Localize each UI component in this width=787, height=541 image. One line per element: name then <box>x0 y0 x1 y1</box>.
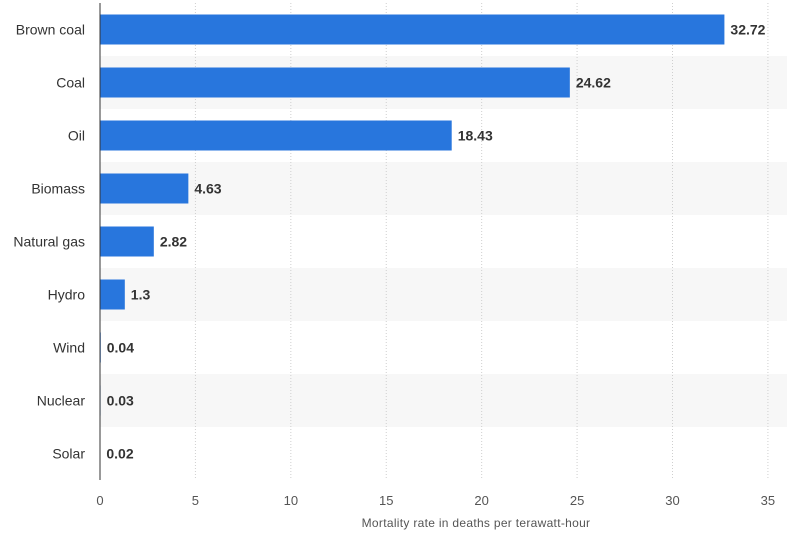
row-band <box>100 162 787 215</box>
bar <box>100 67 570 98</box>
value-label: 0.03 <box>107 393 134 409</box>
row-bands <box>100 56 787 427</box>
category-label: Hydro <box>48 287 86 303</box>
x-tick-label: 30 <box>665 493 679 508</box>
value-labels: 32.72 24.62 18.43 4.63 2.82 1.3 0.04 0.03 0.02 <box>106 22 765 462</box>
value-label: 18.43 <box>458 128 493 144</box>
category-label: Solar <box>52 446 85 462</box>
bar <box>100 14 725 45</box>
x-tick-labels: 0 5 10 15 20 25 30 35 <box>96 493 775 508</box>
category-label: Nuclear <box>37 393 86 409</box>
value-label: 2.82 <box>160 234 187 250</box>
x-tick-label: 10 <box>284 493 298 508</box>
category-label: Biomass <box>31 181 85 197</box>
x-tick-label: 20 <box>474 493 488 508</box>
value-label: 1.3 <box>131 287 151 303</box>
category-label: Natural gas <box>13 234 85 250</box>
category-label: Coal <box>56 75 85 91</box>
bar <box>100 173 189 204</box>
bars <box>100 14 725 469</box>
x-axis-title: Mortality rate in deaths per terawatt-ho… <box>362 516 591 530</box>
x-tick-label: 35 <box>761 493 775 508</box>
row-band <box>100 268 787 321</box>
value-label: 4.63 <box>194 181 221 197</box>
x-tick-label: 25 <box>570 493 584 508</box>
bar <box>100 279 125 310</box>
category-label: Oil <box>68 128 85 144</box>
x-tick-label: 15 <box>379 493 393 508</box>
value-label: 32.72 <box>730 22 765 38</box>
value-label: 0.04 <box>107 340 134 356</box>
bar <box>100 226 154 257</box>
category-label: Brown coal <box>16 22 85 38</box>
x-tick-label: 5 <box>192 493 199 508</box>
category-label: Wind <box>53 340 85 356</box>
bar <box>100 120 452 151</box>
category-labels: Brown coal Coal Oil Biomass Natural gas Hydro… <box>13 22 85 462</box>
value-label: 0.02 <box>106 446 133 462</box>
row-band <box>100 374 787 427</box>
x-tick-label: 0 <box>96 493 103 508</box>
value-label: 24.62 <box>576 75 611 91</box>
